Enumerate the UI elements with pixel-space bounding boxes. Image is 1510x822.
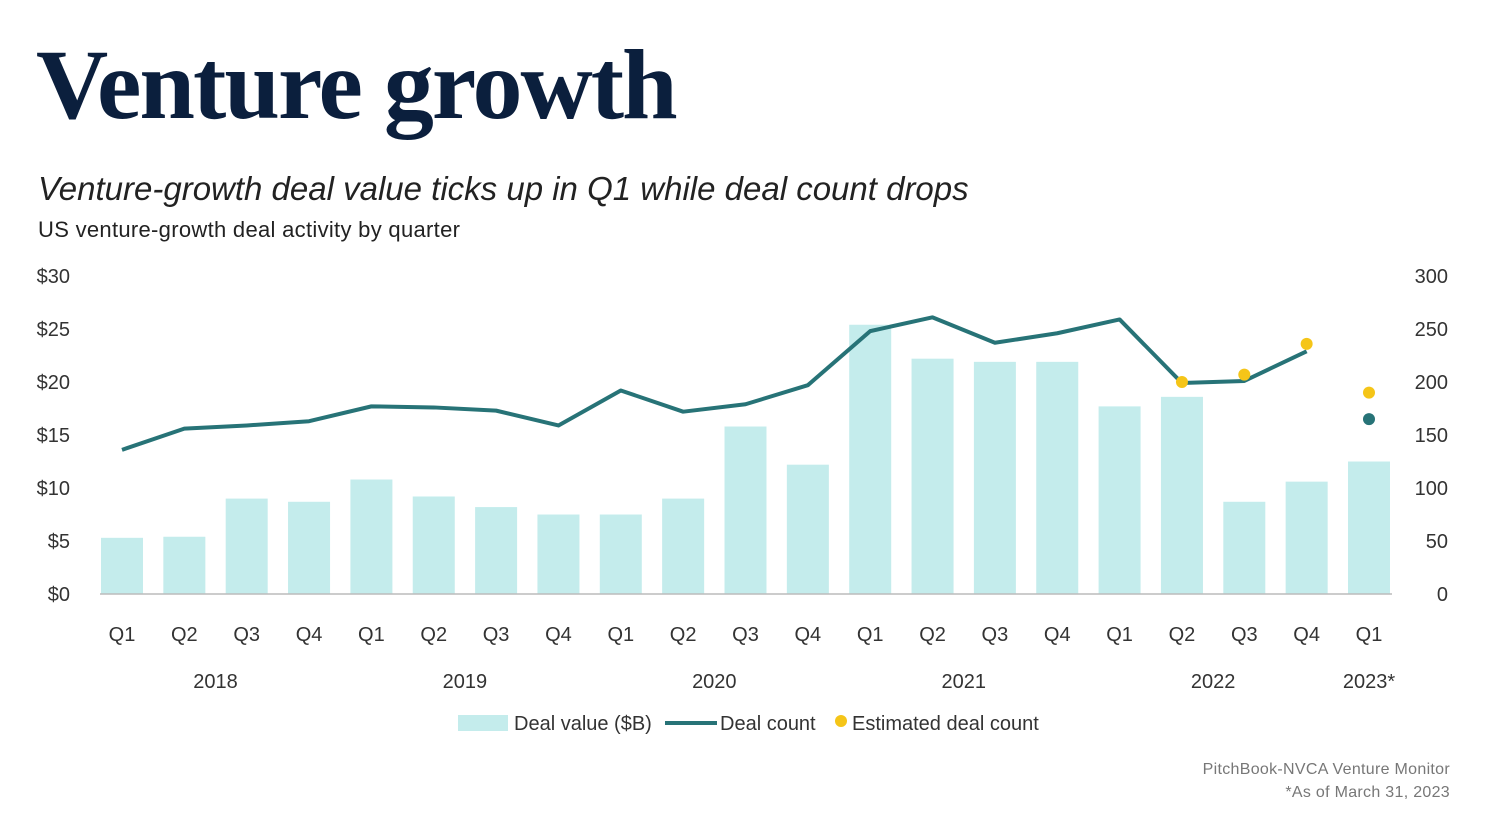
bar-deal-value [1223,501,1266,594]
chart-caption: US venture-growth deal activity by quart… [38,217,461,242]
bar-deal-value [786,464,829,594]
bar-deal-value [662,498,705,594]
left-axis-tick: $10 [37,478,70,500]
left-axis-tick: $0 [48,584,70,606]
bar-deal-value [1036,361,1079,594]
x-axis-quarter-label: Q2 [670,624,697,646]
bar-deal-value [1285,481,1328,594]
legend-label-deal-value: Deal value ($B) [514,713,652,735]
bar-deal-value [412,496,455,594]
bar-deal-value [350,479,393,594]
bar-deal-value [1348,461,1390,594]
right-axis-tick: 50 [1426,531,1448,553]
x-axis-year-label: 2023* [1343,671,1395,693]
bar-deal-value [163,536,206,594]
bar-deal-value [724,426,767,594]
point-estimated-deal-count [1300,337,1313,350]
bar-deal-value [1098,406,1141,594]
right-axis-tick: 200 [1415,372,1448,394]
left-axis-tick: $5 [48,531,70,553]
x-axis-quarter-label: Q1 [358,624,385,646]
x-axis-quarter-label: Q3 [732,624,759,646]
x-axis-quarter-label: Q3 [1231,624,1258,646]
left-axis-tick: $30 [37,266,70,288]
source-text: PitchBook-NVCA Venture Monitor [1202,761,1450,778]
x-axis-year-label: 2022 [1191,671,1236,693]
x-axis-year-label: 2020 [692,671,737,693]
x-axis-quarter-label: Q2 [171,624,198,646]
x-axis-quarter-label: Q3 [233,624,260,646]
chart-subtitle: Venture-growth deal value ticks up in Q1… [38,170,969,207]
x-axis-quarter-label: Q3 [483,624,510,646]
bar-deal-value [973,361,1016,594]
source-note: PitchBook-NVCA Venture Monitor *As of Ma… [1203,758,1450,804]
x-axis-quarter-label: Q2 [420,624,447,646]
x-axis-year-label: 2018 [193,671,238,693]
x-axis-year-label: 2021 [941,671,986,693]
x-axis-quarter-label: Q1 [857,624,884,646]
page-title: Venture growth [36,29,678,140]
x-axis-quarter-label: Q1 [109,624,136,646]
right-axis-tick: 0 [1437,584,1448,606]
bar-deal-value [101,537,143,594]
x-axis-quarter-label: Q1 [1356,624,1383,646]
left-axis-tick: $20 [37,372,70,394]
point-estimated-deal-count [1175,376,1188,388]
x-axis-quarter-label: Q1 [1106,624,1133,646]
left-axis-tick: $15 [37,425,70,447]
x-axis-quarter-label: Q4 [795,624,822,646]
legend-swatch-deal-value [458,715,508,731]
bar-deal-value [849,324,892,594]
bar-deal-value [1160,396,1203,594]
bar-deal-value [288,501,331,594]
legend-swatch-estimated [835,715,847,727]
bar-deal-value [537,514,580,594]
footnote: *As of March 31, 2023 [1285,784,1450,801]
point-deal-count [1363,413,1375,426]
bar-deal-value [911,358,954,594]
bar-deal-value [475,507,518,594]
right-axis-tick: 300 [1415,266,1448,288]
right-axis-tick: 250 [1415,319,1448,341]
left-axis-tick: $25 [37,319,70,341]
x-axis-quarter-label: Q4 [296,624,323,646]
x-axis-quarter-label: Q2 [1169,624,1196,646]
line-deal-count [121,315,1308,452]
x-axis-quarter-label: Q4 [545,624,572,646]
x-axis-quarter-label: Q4 [1293,624,1320,646]
point-estimated-deal-count [1363,386,1375,399]
legend-label-estimated: Estimated deal count [852,713,1039,735]
x-axis-quarter-label: Q4 [1044,624,1071,646]
right-axis-tick: 100 [1415,478,1448,500]
x-axis-quarter-label: Q2 [919,624,946,646]
x-axis-year-label: 2019 [443,671,488,693]
bar-deal-value [599,514,642,594]
x-axis-quarter-label: Q3 [982,624,1009,646]
point-estimated-deal-count [1238,368,1251,381]
bar-deal-value [225,498,268,594]
right-axis-tick: 150 [1415,425,1448,447]
legend: Deal value ($B) Deal count Estimated dea… [458,713,1039,735]
legend-label-deal-count: Deal count [720,713,816,735]
x-axis-quarter-label: Q1 [607,624,634,646]
